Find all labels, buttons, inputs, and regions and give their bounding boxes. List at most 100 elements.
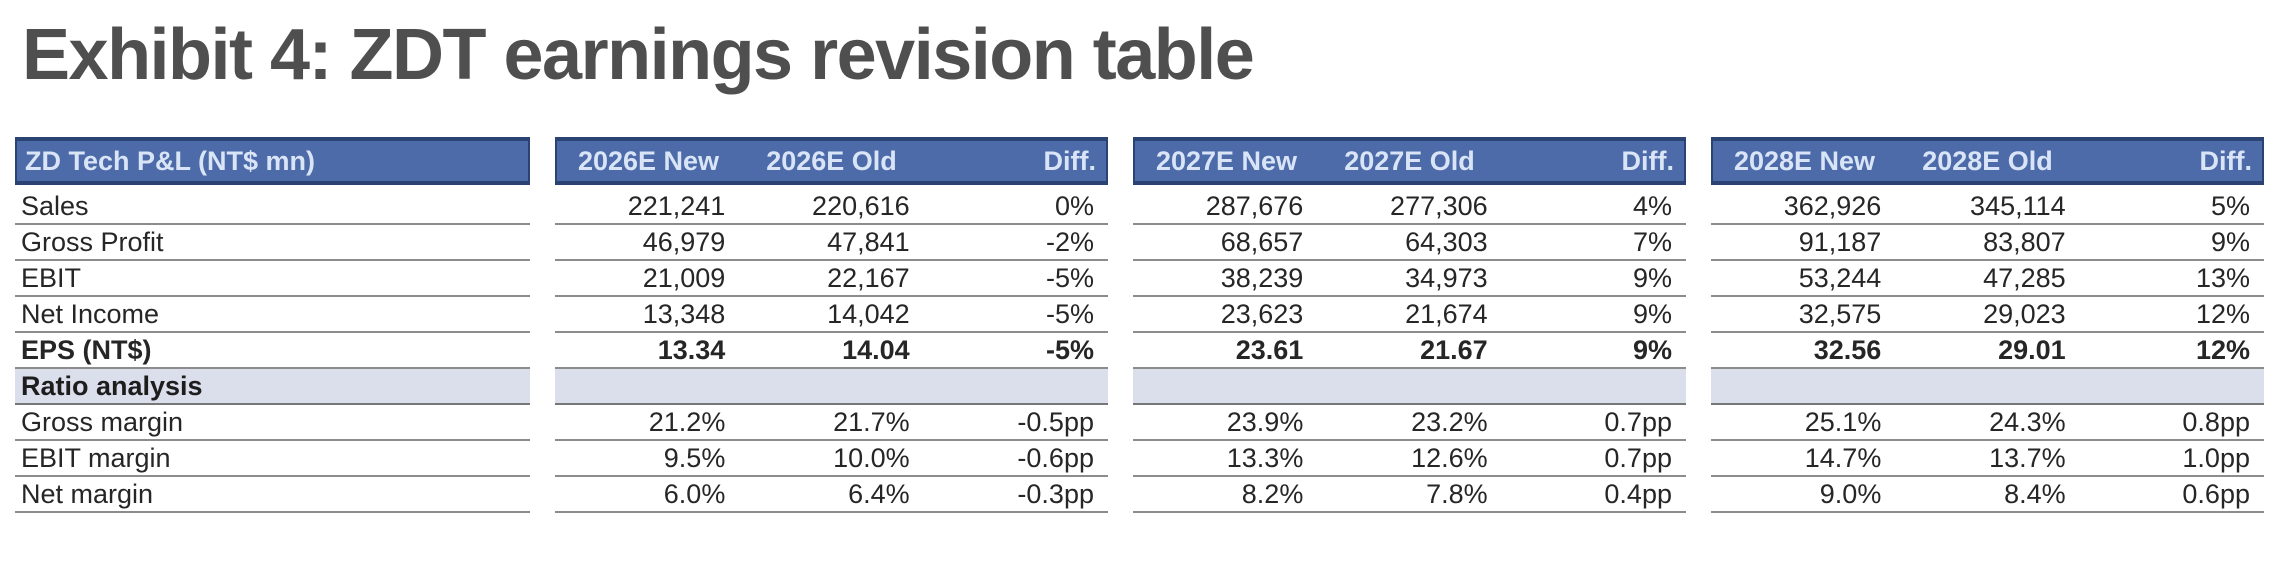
value-cell: 21,674 (1405, 298, 1488, 329)
exhibit-title: Exhibit 4: ZDT earnings revision table (22, 15, 1255, 95)
table-row: 32.56 29.01 12% (1711, 333, 2264, 370)
value-cell: 13.34 (657, 334, 726, 365)
value-cell: 8.4% (2004, 478, 2066, 509)
table-row: Sales (15, 189, 530, 226)
value-cell: 25.1% (1804, 406, 1882, 437)
table-row: Net margin (15, 477, 530, 514)
value-cell: 6.4% (848, 478, 910, 509)
value-cell: 9% (2210, 226, 2250, 257)
value-cell: 21.67 (1420, 334, 1488, 365)
value-cell: 13% (2195, 262, 2250, 293)
value-cell: 38,239 (1220, 262, 1304, 293)
value-cell: 0.8pp (2182, 406, 2250, 437)
value-cell: -5% (1045, 298, 1094, 329)
value-cell: 32.56 (1813, 334, 1882, 365)
value-cell: -0.6pp (1017, 442, 1094, 473)
value-cell: 23,623 (1220, 298, 1304, 329)
value-cell: 9.5% (663, 442, 726, 473)
column-header-old: 2026E Old (766, 145, 897, 176)
value-cell: 64,303 (1405, 226, 1488, 257)
value-cell: 9.0% (1819, 478, 1882, 509)
table-row: 21,009 22,167 -5% (555, 261, 1108, 298)
value-cell: -2% (1045, 226, 1094, 257)
table-row: Gross margin (15, 405, 530, 442)
value-cell: 23.61 (1235, 334, 1304, 365)
value-cell: 13.3% (1226, 442, 1304, 473)
value-cell: 1.0pp (2182, 442, 2250, 473)
value-cell: 9% (1632, 334, 1672, 365)
row-label-net-income: Net Income (21, 298, 160, 329)
row-label-gross-margin: Gross margin (21, 406, 184, 437)
table-row: 68,657 64,303 7% (1133, 225, 1686, 262)
value-cell: 7.8% (1426, 478, 1488, 509)
row-label-eps: EPS (NT$) (21, 334, 152, 365)
pnl-label-column: ZD Tech P&L (NT$ mn) Sales Gross Profit … (15, 137, 530, 514)
value-cell: 14,042 (827, 298, 910, 329)
value-cell: 23.2% (1411, 406, 1488, 437)
column-header-diff: Diff. (1621, 145, 1674, 176)
value-cell: 47,285 (1983, 262, 2066, 293)
value-cell: 21.7% (833, 406, 910, 437)
table-row: 14.7% 13.7% 1.0pp (1711, 441, 2264, 478)
year-block-header: 2027E New 2027E Old Diff. (1133, 137, 1686, 186)
row-label-gross-profit: Gross Profit (21, 226, 164, 257)
year-block-header: 2026E New 2026E Old Diff. (555, 137, 1108, 186)
value-cell: 24.3% (1989, 406, 2066, 437)
table-row: EBIT (15, 261, 530, 298)
value-cell: 12% (2195, 298, 2250, 329)
value-cell: 14.7% (1804, 442, 1882, 473)
table-row: 32,575 29,023 12% (1711, 297, 2264, 334)
table-row: 9.0% 8.4% 0.6pp (1711, 477, 2264, 514)
value-cell: 68,657 (1220, 226, 1304, 257)
value-cell: 21,009 (642, 262, 726, 293)
value-cell: 14.04 (842, 334, 910, 365)
value-cell: 91,187 (1798, 226, 1882, 257)
value-cell: 29.01 (1998, 334, 2066, 365)
earnings-revision-table: ZD Tech P&L (NT$ mn) Sales Gross Profit … (15, 137, 2280, 514)
value-cell: 47,841 (827, 226, 910, 257)
value-cell: 12% (2195, 334, 2250, 365)
value-cell: 345,114 (1970, 190, 2066, 221)
value-cell: -5% (1045, 334, 1094, 365)
label-column-header: ZD Tech P&L (NT$ mn) (15, 137, 530, 186)
row-label-ebit: EBIT (21, 262, 82, 293)
value-cell: 0% (1054, 190, 1094, 221)
year-block-2027: 2027E New 2027E Old Diff. 287,676 277,30… (1133, 137, 1686, 514)
column-header-new: 2026E New (577, 145, 720, 176)
value-cell: 53,244 (1798, 262, 1882, 293)
table-row: 6.0% 6.4% -0.3pp (555, 477, 1108, 514)
value-cell: 9% (1632, 298, 1672, 329)
table-row: 287,676 277,306 4% (1133, 189, 1686, 226)
value-cell: 13.7% (1989, 442, 2066, 473)
value-cell: 0.6pp (2182, 478, 2250, 509)
value-cell: 0.7pp (1604, 442, 1672, 473)
table-row: 23.9% 23.2% 0.7pp (1133, 405, 1686, 442)
label-header-text: ZD Tech P&L (NT$ mn) (25, 145, 316, 176)
row-label-net-margin: Net margin (21, 478, 154, 509)
value-cell: -5% (1045, 262, 1094, 293)
value-cell: 23.9% (1226, 406, 1304, 437)
value-cell: 287,676 (1205, 190, 1304, 221)
year-block-2026: 2026E New 2026E Old Diff. 221,241 220,61… (555, 137, 1108, 514)
section-row: Ratio analysis (15, 369, 530, 406)
year-block-header: 2028E New 2028E Old Diff. (1711, 137, 2264, 186)
row-label-ebit-margin: EBIT margin (21, 442, 171, 473)
value-cell: -0.3pp (1017, 478, 1094, 509)
value-cell: 4% (1632, 190, 1672, 221)
value-cell: 29,023 (1983, 298, 2066, 329)
value-cell: 0.7pp (1604, 406, 1672, 437)
table-row: 91,187 83,807 9% (1711, 225, 2264, 262)
year-block-2028: 2028E New 2028E Old Diff. 362,926 345,11… (1711, 137, 2264, 514)
section-row (555, 369, 1108, 406)
value-cell: 10.0% (833, 442, 910, 473)
column-header-old: 2027E Old (1344, 145, 1475, 176)
column-header-diff: Diff. (2199, 145, 2252, 176)
table-row: 13.3% 12.6% 0.7pp (1133, 441, 1686, 478)
table-row: 9.5% 10.0% -0.6pp (555, 441, 1108, 478)
table-row: 23,623 21,674 9% (1133, 297, 1686, 334)
table-row: Gross Profit (15, 225, 530, 262)
value-cell: -0.5pp (1017, 406, 1094, 437)
table-row: 46,979 47,841 -2% (555, 225, 1108, 262)
table-row: 23.61 21.67 9% (1133, 333, 1686, 370)
table-row: EPS (NT$) (15, 333, 530, 370)
